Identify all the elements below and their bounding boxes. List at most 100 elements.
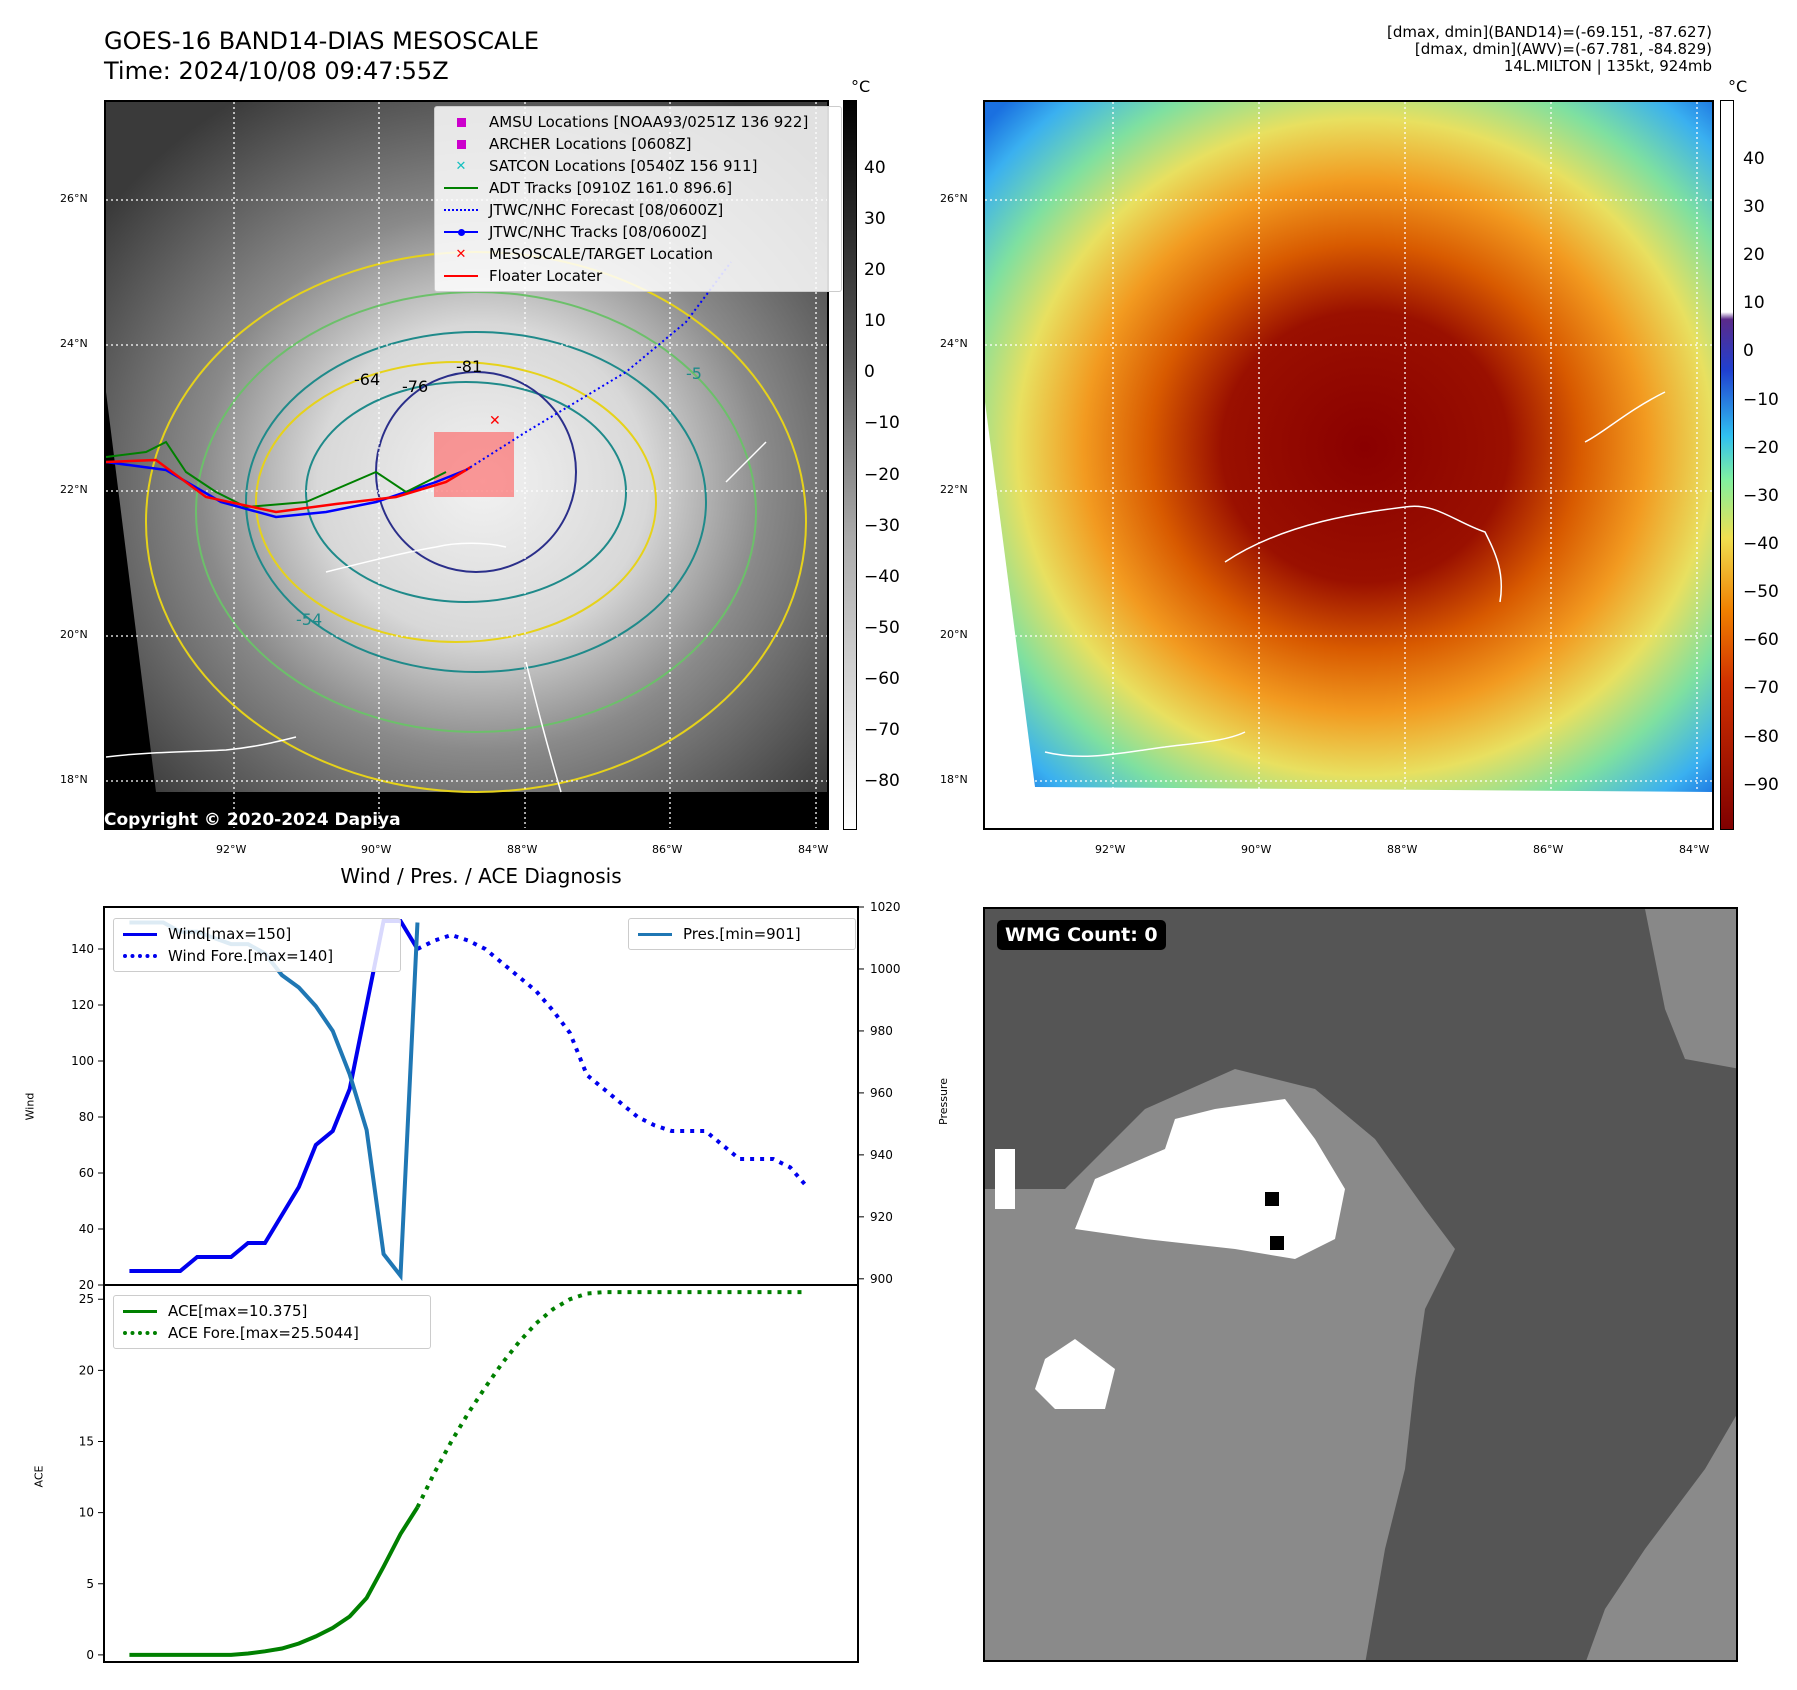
legend-item: JTWC/NHC Tracks [08/0600Z] [443, 221, 833, 243]
lon-tick: 86°W [1533, 843, 1564, 856]
contour-label: -76 [402, 377, 429, 396]
colorbar-tick: 20 [1743, 245, 1765, 266]
ace-forecast-line [415, 1290, 808, 1509]
lon-tick: 88°W [507, 843, 538, 856]
ace-axis-label: ACE [32, 1465, 46, 1488]
lon-tick: 84°W [1679, 843, 1710, 856]
colorbar-tick: 0 [864, 362, 875, 383]
colorbar-tick: −70 [1743, 678, 1779, 699]
wmg-dark-region [985, 909, 1736, 1660]
wmg-mid-region [1645, 909, 1736, 1069]
colorbar-tick: −90 [1743, 774, 1779, 795]
wmg-map [985, 909, 1736, 1660]
legend-item: ACE Fore.[max=25.5044] [122, 1322, 422, 1344]
legend-item: AMSU Locations [NOAA93/0251Z 136 922] [443, 111, 833, 133]
wmg-pixel [1270, 1236, 1284, 1250]
ace-axes-frame [103, 1284, 859, 1663]
pressure-tick: 920 [870, 1210, 893, 1224]
legend-item: Pres.[min=901] [637, 923, 847, 945]
colorbar-tick: −30 [1743, 485, 1779, 506]
colorbar-tick: −30 [864, 515, 900, 536]
colorbar-tick: −70 [864, 720, 900, 741]
legend-item: ✕ SATCON Locations [0540Z 156 911] [455, 157, 758, 175]
contour-label: -64 [354, 370, 381, 389]
ace-tick: 5 [86, 1577, 94, 1591]
lon-tick: 84°W [798, 843, 829, 856]
lon-tick: 92°W [1095, 843, 1126, 856]
legend-item: ACE[max=10.375] [122, 1300, 422, 1322]
lon-tick: 86°W [652, 843, 683, 856]
colorbar-tick: −20 [1743, 437, 1779, 458]
pressure-tick: 960 [870, 1086, 893, 1100]
stats-line-2: [dmax, dmin](AWV)=(-67.781, -84.829) [1414, 40, 1712, 58]
legend-item: Wind[max=150] [122, 923, 392, 945]
lat-tick: 20°N [940, 628, 968, 641]
contour-label: -81 [456, 357, 483, 376]
target-marker: ✕ [489, 413, 501, 429]
legend-item: ARCHER Locations [0608Z] [443, 133, 833, 155]
wind-tick: 140 [71, 942, 94, 956]
pressure-tick: 980 [870, 1024, 893, 1038]
title-line-2: Time: 2024/10/08 09:47:55Z [104, 57, 449, 85]
colorbar-tick: 10 [864, 311, 886, 332]
ace-tick: 15 [79, 1434, 94, 1448]
ace-line [129, 1506, 420, 1657]
wind-tick: 40 [79, 1222, 94, 1236]
floater-box [434, 432, 514, 497]
ace-tick: 0 [86, 1648, 94, 1662]
colorbar-gray [843, 100, 857, 830]
pressure-tick: 1020 [870, 900, 901, 914]
lat-tick: 18°N [60, 773, 88, 786]
ace-legend: ACE[max=10.375] ACE Fore.[max=25.5044] [113, 1295, 431, 1349]
wind-tick: 120 [71, 998, 94, 1012]
colorbar-awv [1720, 100, 1734, 830]
colorbar-unit: °C [851, 77, 871, 96]
wind-line [129, 919, 420, 1273]
title-line-1: GOES-16 BAND14-DIAS MESOSCALE [104, 27, 540, 55]
stats-line-1: [dmax, dmin](BAND14)=(-69.151, -87.627) [1387, 23, 1712, 41]
colorbar-tick: −40 [1743, 533, 1779, 554]
colorbar-tick: 0 [1743, 341, 1754, 362]
wind-tick: 60 [79, 1166, 94, 1180]
colorbar-tick: −60 [1743, 630, 1779, 651]
chart-title: Wind / Pres. / ACE Diagnosis [340, 864, 622, 888]
ace-tick: 20 [79, 1363, 94, 1377]
ace-tick: 25 [79, 1292, 94, 1306]
lon-tick: 92°W [216, 843, 247, 856]
legend-item: Floater Locater [443, 265, 833, 287]
colorbar-tick: 40 [864, 157, 886, 178]
lat-tick: 22°N [60, 483, 88, 496]
figure-title: GOES-16 BAND14-DIAS MESOSCALE Time: 2024… [104, 26, 539, 86]
wmg-pixel [1265, 1192, 1279, 1206]
lon-tick: 88°W [1387, 843, 1418, 856]
copyright-text: Copyright © 2020-2024 Dapiya [104, 810, 401, 830]
contour-label: -5 [686, 364, 702, 383]
colorbar-tick: −50 [864, 617, 900, 638]
wind-tick: 100 [71, 1054, 94, 1068]
colorbar-tick: 30 [864, 209, 886, 229]
colorbar-tick: 10 [1743, 293, 1765, 314]
lon-tick: 90°W [1241, 843, 1272, 856]
colorbar-tick: −80 [864, 771, 900, 792]
contour-label: -54 [296, 610, 323, 629]
colorbar-tick: −40 [864, 566, 900, 587]
stats-block: [dmax, dmin](BAND14)=(-69.151, -87.627) … [1012, 24, 1712, 75]
temperature-contours [145, 251, 807, 793]
legend-item: ✕ MESOSCALE/TARGET Location [455, 245, 714, 263]
coastline [1044, 391, 1666, 758]
colorbar-tick: −50 [1743, 582, 1779, 603]
colorbar-tick: 40 [1743, 148, 1765, 169]
lat-tick: 26°N [60, 192, 88, 205]
colorbar-tick: −10 [1743, 389, 1779, 410]
colorbar-tick: −20 [864, 464, 900, 485]
awv-map [985, 102, 1712, 828]
wind-tick: 80 [79, 1110, 94, 1124]
wmg-white-region [1035, 1339, 1115, 1409]
legend-item: ADT Tracks [0910Z 161.0 896.6] [443, 177, 833, 199]
lat-tick: 18°N [940, 773, 968, 786]
lon-tick: 90°W [361, 843, 392, 856]
lat-tick: 20°N [60, 628, 88, 641]
lat-tick: 22°N [940, 483, 968, 496]
lat-tick: 24°N [940, 337, 968, 350]
